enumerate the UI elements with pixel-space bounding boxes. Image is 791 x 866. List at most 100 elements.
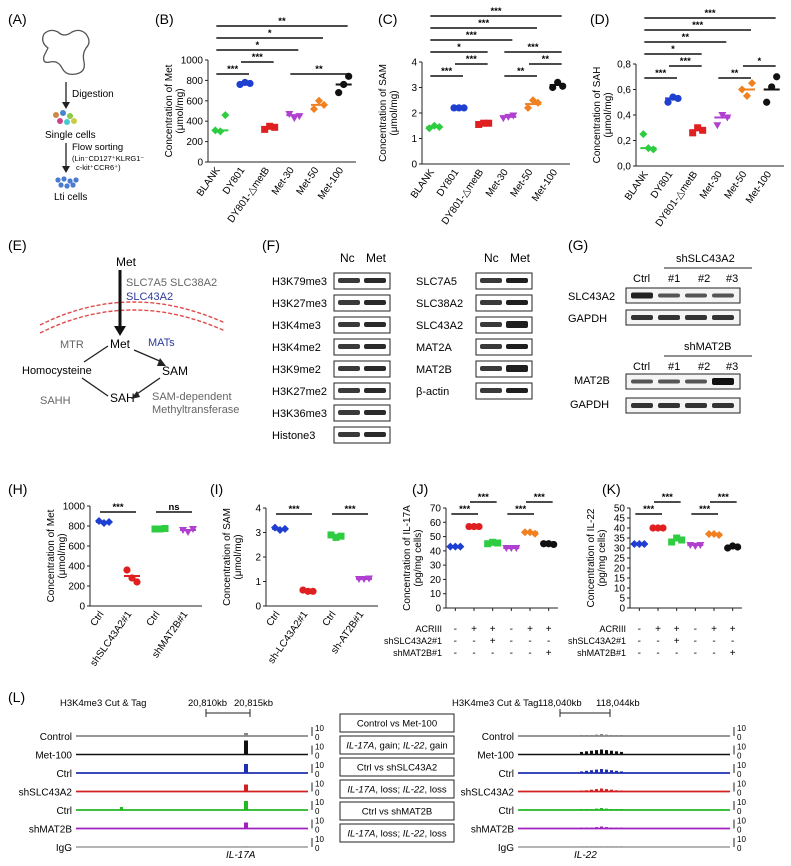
x-category-label: Met-100 (744, 169, 774, 206)
panel-a-workflow: Digestion Single cells Flow sorting (Lin… (42, 29, 144, 203)
y-tick-label: 60 (430, 518, 442, 529)
enzyme-mtr: MTR (60, 339, 84, 351)
condition-label: ACRIII (599, 624, 626, 634)
enzyme-mtase-2: Methyltransferase (152, 404, 239, 416)
track-scale-max: 10 (315, 798, 324, 807)
x-category-label: Ctrl (265, 609, 283, 628)
x-category-label: Met-30 (270, 165, 297, 197)
g-band (685, 293, 707, 298)
track-label: shSLC43A2 (461, 788, 515, 799)
significance-label: *** (490, 6, 501, 17)
signal-peak (580, 751, 583, 755)
signal-peak (600, 808, 603, 810)
data-point (639, 130, 648, 139)
track-scale-max: 10 (737, 761, 746, 770)
track-scale-min: 0 (737, 770, 742, 779)
data-point (694, 124, 702, 132)
data-point (664, 98, 672, 106)
l-left-coord2: 20,815kb (234, 698, 273, 709)
signal-peak (620, 751, 623, 755)
significance-label: *** (288, 504, 299, 515)
y-tick-label: 20 (614, 564, 626, 575)
x-category-label: Met-30 (698, 169, 725, 201)
g-band (685, 315, 707, 320)
f-blot-frame (333, 382, 391, 400)
signal-peak (590, 809, 593, 810)
data-point (668, 538, 676, 546)
signal-peak (590, 846, 593, 847)
signal-peak (615, 770, 618, 773)
condition-label: shSLC43A2#1 (384, 636, 442, 646)
l-right-coord2: 118,044kb (596, 698, 640, 709)
condition-sign: - (675, 648, 678, 659)
data-point (133, 578, 141, 586)
y-tick-label: 800 (186, 76, 203, 87)
panel-label-k: (K) (602, 481, 621, 497)
comparison-box (339, 757, 455, 777)
f-band-met (506, 365, 528, 372)
f-row-label-h3k9me2: H3K9me2 (272, 364, 321, 376)
track-scale-max: 10 (737, 835, 746, 844)
signal-peak (595, 789, 598, 792)
data-point (689, 129, 697, 137)
condition-sign: + (674, 624, 680, 635)
g-bottom-lane-2: #2 (698, 361, 710, 373)
data-point (271, 123, 279, 131)
transporters-label: SLC7A5 SLC38A2 (126, 277, 217, 289)
f-band-nc (338, 300, 360, 305)
y-tick-label: 4 (411, 58, 417, 69)
y-tick-label: 0 (435, 604, 441, 615)
y-tick-label: 70 (430, 504, 442, 515)
f-row-label-h3k4me2: H3K4me2 (272, 342, 321, 354)
signal-peak (620, 809, 623, 810)
x-category-label: Ctrl (321, 609, 339, 628)
f-band-nc (480, 366, 502, 371)
data-point (261, 125, 269, 133)
track-scale-max: 10 (737, 724, 746, 733)
panel-label-j: (J) (412, 481, 428, 497)
l-right-title: H3K4me3 Cut & Tag (452, 698, 538, 709)
y-axis-label: Concentration of IL-22(pg/mg cells) (586, 508, 608, 607)
condition-sign: - (694, 624, 697, 635)
signal-peak (615, 809, 618, 810)
signal-peak (605, 750, 608, 755)
y-tick-label: 50 (430, 532, 442, 543)
significance-label: ** (517, 66, 525, 77)
significance-label: ** (682, 32, 690, 43)
signal-peak (615, 790, 618, 792)
y-tick-label: 0,4 (617, 111, 631, 122)
signal-peak (615, 751, 618, 755)
x-category-label: Met-30 (484, 167, 511, 199)
f-band-nc (338, 388, 360, 393)
panel-label-l: (L) (8, 689, 25, 705)
f-blot-frame (475, 294, 533, 312)
signal-peak (244, 801, 248, 810)
significance-label: ** (278, 16, 286, 27)
signal-peak (585, 770, 588, 773)
track-scale-max: 10 (315, 743, 324, 752)
condition-sign: - (491, 648, 494, 659)
significance-label: *** (344, 504, 355, 515)
membrane-inner (39, 309, 226, 334)
l-left-coord1: 20,810kb (188, 698, 227, 709)
track-scale-min: 0 (315, 807, 320, 816)
g-bottom-lane-ctrl: Ctrl (633, 361, 650, 373)
y-axis-label: Concentration of Met(μmol/mg) (46, 509, 68, 602)
data-point (290, 115, 299, 123)
condition-sign: - (528, 636, 531, 647)
f-row-label-mat2b: MAT2B (416, 364, 452, 376)
signal-peak (605, 846, 608, 847)
signal-peak (595, 734, 598, 736)
enzyme-mtase-1: SAM-dependent (152, 391, 232, 403)
g-blot-frame (625, 373, 741, 390)
track-label: shSLC43A2 (19, 788, 73, 799)
condition-sign: + (527, 624, 533, 635)
signal-peak (620, 790, 623, 792)
y-tick-label: 800 (68, 522, 85, 533)
signal-peak (610, 809, 613, 810)
track-scale-max: 10 (737, 743, 746, 752)
